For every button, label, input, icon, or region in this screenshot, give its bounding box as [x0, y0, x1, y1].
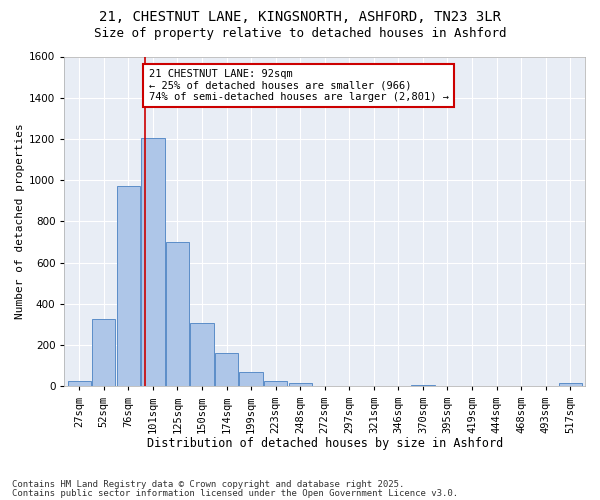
Bar: [264, 381, 287, 386]
Bar: [190, 324, 214, 386]
Bar: [239, 372, 263, 386]
Text: 21, CHESTNUT LANE, KINGSNORTH, ASHFORD, TN23 3LR: 21, CHESTNUT LANE, KINGSNORTH, ASHFORD, …: [99, 10, 501, 24]
Bar: [215, 354, 238, 386]
Bar: [166, 242, 189, 386]
Y-axis label: Number of detached properties: Number of detached properties: [15, 124, 25, 320]
Bar: [68, 381, 91, 386]
Text: Contains public sector information licensed under the Open Government Licence v3: Contains public sector information licen…: [12, 488, 458, 498]
Bar: [92, 320, 115, 386]
Bar: [141, 138, 164, 386]
Text: 21 CHESTNUT LANE: 92sqm
← 25% of detached houses are smaller (966)
74% of semi-d: 21 CHESTNUT LANE: 92sqm ← 25% of detache…: [149, 69, 449, 102]
Text: Size of property relative to detached houses in Ashford: Size of property relative to detached ho…: [94, 28, 506, 40]
Bar: [116, 186, 140, 386]
Bar: [289, 383, 312, 386]
Text: Contains HM Land Registry data © Crown copyright and database right 2025.: Contains HM Land Registry data © Crown c…: [12, 480, 404, 489]
X-axis label: Distribution of detached houses by size in Ashford: Distribution of detached houses by size …: [146, 437, 503, 450]
Bar: [559, 383, 582, 386]
